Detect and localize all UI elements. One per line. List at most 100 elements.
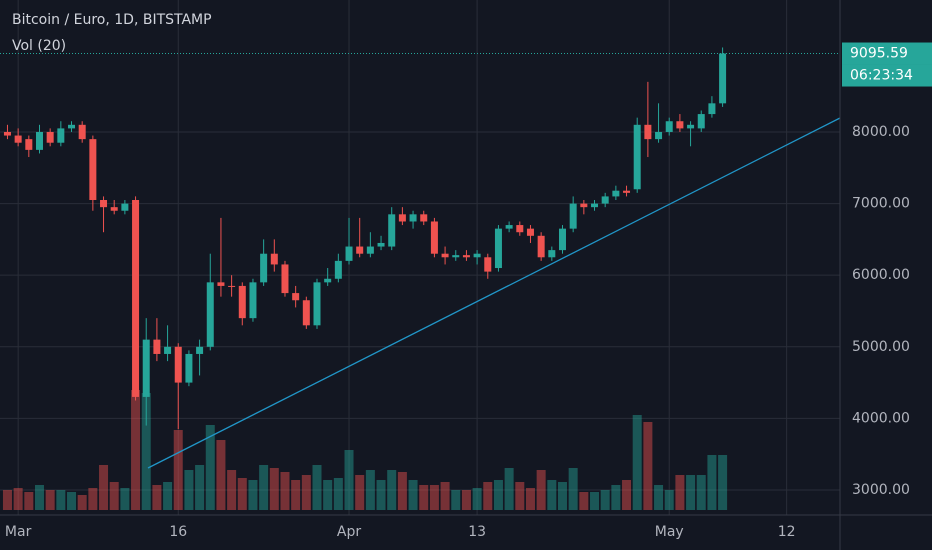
volume-bar [568, 468, 578, 510]
volume-bar [696, 475, 706, 510]
candle-body [484, 257, 492, 272]
candle-body [623, 190, 631, 193]
candle-body [68, 124, 76, 129]
volume-bar [632, 415, 642, 510]
candle-body [548, 250, 556, 258]
volume-bar [184, 470, 194, 510]
volume-bar [440, 482, 450, 510]
volume-label: Vol (20) [12, 38, 66, 54]
volume-bar [600, 490, 610, 510]
candle-body [100, 199, 108, 208]
y-tick-label: 7000.00 [852, 196, 910, 212]
candle-body [334, 260, 342, 279]
candle-body [537, 235, 545, 258]
candle-body [687, 124, 695, 129]
candle-body [164, 346, 172, 354]
volume-bar [419, 485, 429, 510]
volume-bar [472, 488, 482, 510]
volume-bar [643, 422, 653, 510]
volume-bar [483, 482, 493, 510]
candle-body [569, 203, 577, 229]
candle-body [452, 255, 460, 258]
candle-body [3, 131, 11, 136]
volume-bar [686, 475, 696, 510]
candle-body [494, 228, 502, 269]
volume-bar [280, 472, 290, 510]
volume-bar [141, 393, 151, 510]
volume-bar [664, 490, 674, 510]
candle-body [591, 203, 599, 208]
candle-body [206, 282, 214, 347]
candle-body [196, 346, 204, 354]
candle-body [345, 246, 353, 261]
volume-bar [269, 468, 279, 510]
candle-body [505, 225, 513, 229]
volume-bar [216, 440, 226, 510]
timer-label: 06:23:34 [850, 68, 913, 84]
candle-body [409, 214, 417, 222]
volume-bar [323, 480, 333, 510]
candle-body [676, 121, 684, 129]
y-tick-label: 6000.00 [852, 267, 910, 283]
y-tick-label: 4000.00 [852, 410, 910, 426]
candle-body [217, 282, 225, 286]
candle-body [526, 228, 534, 236]
volume-bar [675, 475, 685, 510]
candle-body [292, 293, 300, 301]
volume-bar [451, 490, 461, 510]
candle-body [377, 242, 385, 247]
volume-bar [56, 490, 66, 510]
volume-bar [173, 430, 183, 510]
volume-bar [376, 480, 386, 510]
volume-bar [611, 485, 621, 510]
volume-bar [515, 482, 525, 510]
volume-bar [259, 465, 269, 510]
candle-body [708, 103, 716, 115]
volume-bar [88, 488, 98, 510]
volume-pane [2, 390, 728, 510]
volume-bar [387, 470, 397, 510]
volume-bar [355, 475, 365, 510]
candle-body [601, 196, 609, 204]
candle-body [270, 253, 278, 265]
volume-bar [120, 488, 130, 510]
candle-body [238, 285, 246, 319]
volume-bar [718, 455, 728, 510]
volume-bar [493, 480, 503, 510]
x-tick-label: 12 [778, 524, 796, 540]
candle-body [612, 190, 620, 197]
candle-body [366, 246, 374, 254]
candle-body [46, 131, 54, 143]
volume-bar [99, 465, 109, 510]
volume-bar [547, 480, 557, 510]
candle-body [441, 253, 449, 258]
volume-bar [707, 455, 717, 510]
volume-bar [13, 488, 23, 510]
volume-bar [408, 480, 418, 510]
candle-body [89, 139, 97, 200]
candle-body [665, 121, 673, 132]
volume-bar [45, 490, 55, 510]
grid [0, 0, 840, 515]
candle-body [249, 282, 257, 319]
candle-body [78, 124, 86, 140]
candle-body [388, 214, 396, 247]
y-tick-label: 8000.00 [852, 124, 910, 140]
candle-body [462, 255, 470, 258]
volume-bar [131, 390, 141, 510]
candle-body [558, 228, 566, 251]
candle-body [14, 135, 22, 143]
volume-bar [301, 475, 311, 510]
volume-bar [77, 495, 87, 510]
volume-bar [34, 485, 44, 510]
candle-body [121, 203, 129, 211]
timer-box [842, 64, 932, 87]
candle-body [132, 199, 140, 397]
chart-title: Bitcoin / Euro, 1D, BITSTAMP [12, 12, 212, 28]
candle-body [324, 278, 332, 283]
volume-bar [333, 478, 343, 510]
volume-bar [152, 485, 162, 510]
volume-bar [291, 480, 301, 510]
candle-body [57, 128, 65, 143]
